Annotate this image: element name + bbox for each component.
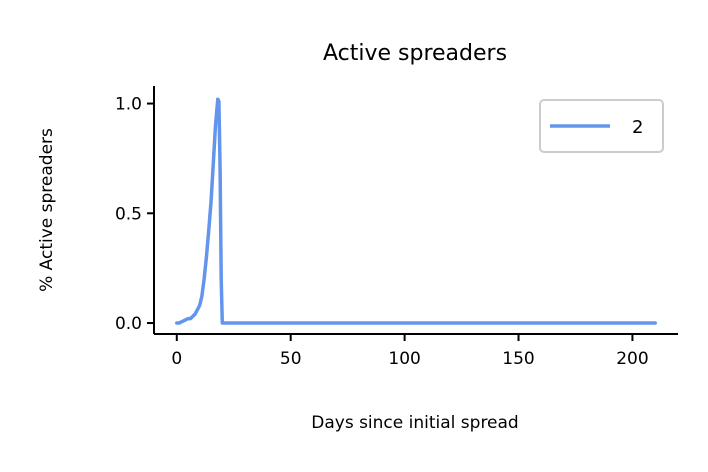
plot-area [175,97,657,325]
legend: 2 [539,99,664,153]
legend-entry: 2 [632,117,643,138]
y-tick-label: 0.0 [115,314,142,334]
x-tick-label: 0 [171,349,182,369]
x-tick-label: 100 [388,349,420,369]
series-line [175,97,657,325]
y-axis-label: % Active spreaders [37,128,57,292]
y-tick-label: 0.5 [115,204,142,224]
x-tick-label: 50 [280,349,302,369]
axes: 0 50 100 150 200 0.0 0.5 1.0 [115,86,678,369]
x-tick-label: 200 [616,349,648,369]
x-axis-label: Days since initial spread [311,413,518,433]
y-tick-label: 1.0 [115,95,142,115]
chart-title: Active spreaders [323,41,507,66]
x-tick-label: 150 [502,349,534,369]
